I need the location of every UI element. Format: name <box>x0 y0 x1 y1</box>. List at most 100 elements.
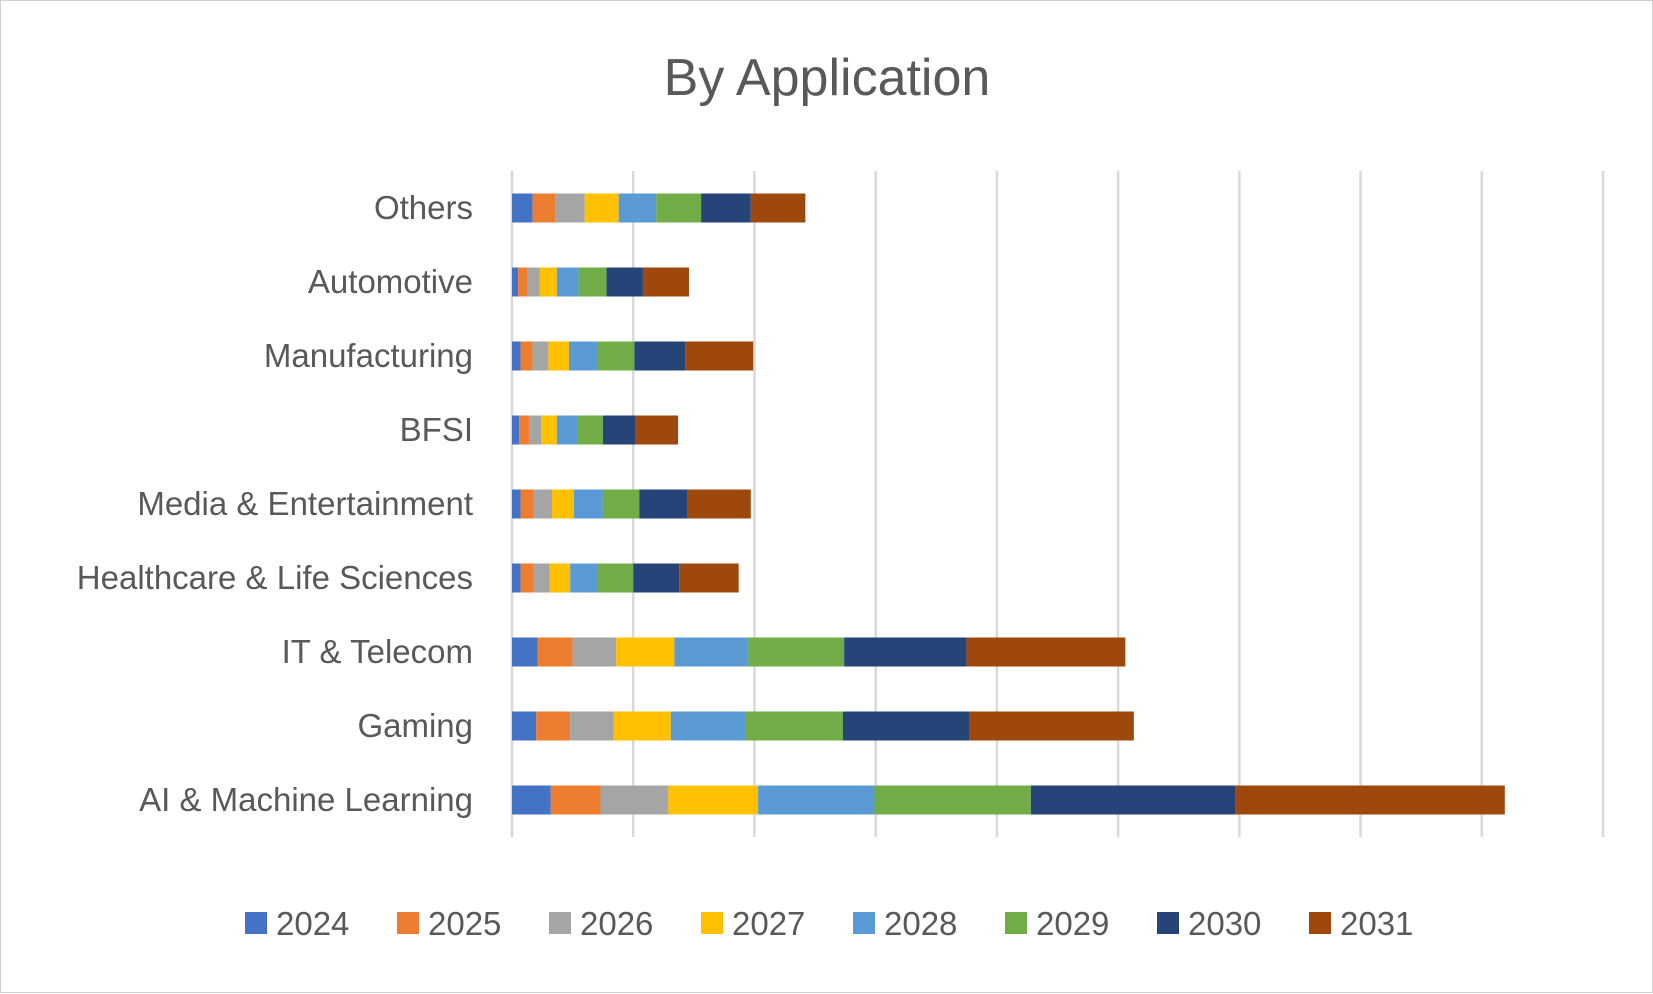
bar-segment <box>570 563 599 593</box>
bar-segment <box>512 489 521 519</box>
bar-segment <box>549 563 571 593</box>
bar-segment <box>656 193 702 223</box>
bar-segment <box>685 341 754 371</box>
legend-swatch <box>1309 912 1331 934</box>
bar-segment <box>600 785 669 815</box>
category-label: Gaming <box>357 707 473 744</box>
bar-segment <box>966 637 1126 667</box>
category-label: BFSI <box>400 411 473 448</box>
bar-segment <box>758 785 875 815</box>
bar-segment <box>518 267 528 297</box>
bar-segment <box>537 637 573 667</box>
category-labels: AI & Machine Learning Gaming IT & Telecom H… <box>77 189 473 818</box>
legend-swatch <box>701 912 723 934</box>
bar-segment <box>550 785 601 815</box>
bar-segment <box>584 193 619 223</box>
bar-segment <box>670 711 746 741</box>
bar-segment <box>527 267 540 297</box>
bar-segment <box>635 415 679 445</box>
legend-label: 2025 <box>428 905 501 942</box>
bar-segment <box>634 341 686 371</box>
bar-segment <box>687 489 751 519</box>
bar-segment <box>512 785 551 815</box>
bar-segment <box>532 341 549 371</box>
legend-swatch <box>549 912 571 934</box>
bar-segment <box>539 267 557 297</box>
bar-segment <box>512 267 519 297</box>
category-label: AI & Machine Learning <box>139 781 473 818</box>
bar-segment <box>568 341 599 371</box>
bar-segment <box>701 193 751 223</box>
legend-swatch <box>853 912 875 934</box>
bar-segment <box>874 785 1031 815</box>
legend-swatch <box>1157 912 1179 934</box>
bar-segment <box>578 267 607 297</box>
category-label: Others <box>374 189 473 226</box>
bar-segment <box>552 489 574 519</box>
bar-segment <box>633 563 680 593</box>
legend-swatch <box>245 912 267 934</box>
bar-segment <box>570 711 614 741</box>
bar-segment <box>842 711 970 741</box>
bar-segment <box>536 711 571 741</box>
bar-segment <box>512 341 521 371</box>
bar-segment <box>556 267 579 297</box>
legend-label: 2026 <box>580 905 653 942</box>
legend-swatch <box>397 912 419 934</box>
bar-segment <box>520 341 533 371</box>
bar-segment <box>577 415 603 445</box>
bar-segment <box>519 415 529 445</box>
legend-swatch <box>1005 912 1027 934</box>
bar-segment <box>573 489 603 519</box>
bar-segment <box>616 637 675 667</box>
bar-segment <box>613 711 671 741</box>
bar-segment <box>598 341 635 371</box>
bar-segment <box>512 415 520 445</box>
legend-label: 2027 <box>732 905 805 942</box>
bar-segment <box>532 193 556 223</box>
chart-title: By Application <box>664 49 991 107</box>
legend-label: 2024 <box>276 905 349 942</box>
bar-segment <box>598 563 634 593</box>
bar-segment <box>512 711 537 741</box>
bar-segment <box>674 637 749 667</box>
bar-segment <box>750 193 806 223</box>
bar-segment <box>606 267 643 297</box>
bar-segment <box>533 563 550 593</box>
category-label: Automotive <box>308 263 473 300</box>
category-label: IT & Telecom <box>282 633 473 670</box>
bar-segment <box>668 785 759 815</box>
bar-segment <box>1235 785 1505 815</box>
bar-segment <box>520 489 534 519</box>
legend-label: 2030 <box>1188 905 1261 942</box>
bar-segment <box>512 563 521 593</box>
category-label: Manufacturing <box>264 337 473 374</box>
bar-segment <box>618 193 657 223</box>
bar-segment <box>602 415 636 445</box>
category-label: Healthcare & Life Sciences <box>77 559 473 596</box>
category-label: Media & Entertainment <box>137 485 473 522</box>
bar-segment <box>528 415 542 445</box>
bar-segment <box>555 193 585 223</box>
bar-segment <box>969 711 1134 741</box>
bar-segment <box>639 489 688 519</box>
bar-segment <box>556 415 578 445</box>
bar-segment <box>512 193 533 223</box>
bar-segment <box>844 637 967 667</box>
bar-segment <box>520 563 534 593</box>
legend-label: 2029 <box>1036 905 1109 942</box>
bar-segment <box>533 489 553 519</box>
bar-segment <box>541 415 557 445</box>
bar-segment <box>512 637 538 667</box>
bar-segment <box>679 563 739 593</box>
legend-label: 2031 <box>1340 905 1413 942</box>
legend-label: 2028 <box>884 905 957 942</box>
bar-segment <box>548 341 569 371</box>
legend: 2024 2025 2026 2027 2028 2029 2030 2031 <box>245 905 1413 942</box>
bar-segment <box>602 489 640 519</box>
bar-segment <box>745 711 843 741</box>
bar-segment <box>1030 785 1236 815</box>
bars <box>512 193 1505 815</box>
